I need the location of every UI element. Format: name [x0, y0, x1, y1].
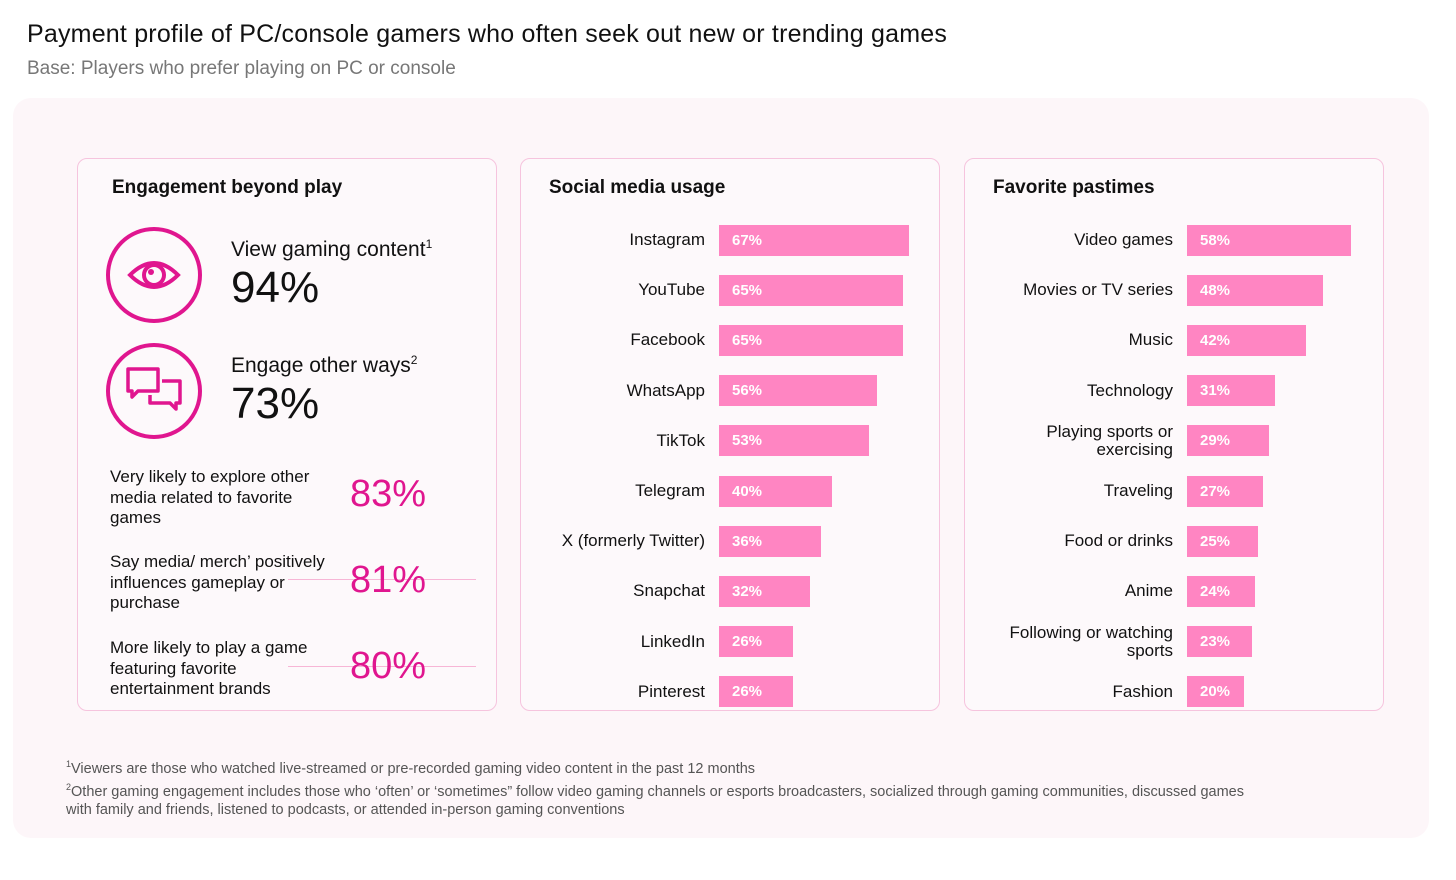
sub-stat-label: More likely to play a game featuring fav…: [110, 638, 308, 698]
footnote: 2Other gaming engagement includes those …: [66, 781, 1244, 818]
sub-stat-value: 80%: [349, 645, 427, 687]
bar-category-label: Snapchat: [633, 581, 705, 601]
stat-value: 94%: [231, 263, 320, 312]
bar: 20%: [1187, 676, 1244, 708]
bar-category-label: Movies or TV series: [1023, 280, 1173, 300]
stat-label: Engage other ways2: [231, 353, 418, 377]
chat-bubbles-icon: [106, 343, 202, 439]
bar-value-label: 65%: [732, 281, 763, 299]
bar: 27%: [1187, 475, 1264, 507]
eye-icon: [106, 227, 202, 323]
bar-category-label: Playing sports or exercising: [1046, 421, 1173, 459]
bar-value-label: 20%: [1200, 683, 1231, 701]
bar-category-label: LinkedIn: [640, 631, 705, 651]
bar: 26%: [719, 676, 793, 708]
bar: 65%: [719, 324, 903, 356]
bar: 24%: [1187, 575, 1255, 607]
bar: 32%: [719, 575, 810, 607]
stat-value: 73%: [231, 379, 320, 428]
card-title: Favorite pastimes: [993, 177, 1155, 198]
bar-value-label: 56%: [732, 382, 763, 400]
bar-category-label: TikTok: [656, 430, 706, 450]
bar: 36%: [719, 525, 821, 557]
bar-category-label: Following or watching sports: [1009, 622, 1173, 660]
bar: 53%: [719, 425, 869, 457]
bar-value-label: 31%: [1200, 382, 1231, 400]
bar-value-label: 29%: [1200, 432, 1231, 450]
bar: 65%: [719, 274, 903, 306]
card-title: Social media usage: [549, 177, 726, 198]
bar-value-label: 24%: [1200, 582, 1231, 600]
bar-value-label: 48%: [1200, 281, 1231, 299]
bar-value-label: 67%: [732, 231, 763, 249]
stat-label: View gaming content1: [231, 237, 433, 261]
bar: 48%: [1187, 274, 1323, 306]
bar: 26%: [719, 626, 793, 658]
bar-category-label: Pinterest: [637, 681, 705, 701]
bar: 40%: [719, 475, 833, 507]
page-subtitle: Base: Players who prefer playing on PC o…: [27, 58, 456, 79]
sub-stat-value: 81%: [349, 559, 427, 601]
divider: [288, 666, 476, 667]
sub-stat-value: 83%: [349, 473, 427, 515]
bar-category-label: Instagram: [629, 230, 705, 249]
bar-category-label: Anime: [1124, 581, 1173, 601]
bar-value-label: 42%: [1200, 331, 1231, 349]
bar: 56%: [719, 375, 878, 407]
bar-value-label: 40%: [732, 482, 763, 500]
bar-category-label: Traveling: [1103, 481, 1173, 500]
sub-stat-label: Say media/ merch’ positively influences …: [110, 552, 325, 612]
bar-value-label: 36%: [732, 532, 763, 550]
divider: [288, 579, 476, 580]
bar: 23%: [1187, 626, 1253, 658]
bar-value-label: 23%: [1200, 633, 1231, 651]
bar: 25%: [1187, 525, 1258, 557]
bar-value-label: 65%: [732, 331, 763, 349]
sub-stat-label: Very likely to explore other media relat…: [110, 467, 310, 527]
engagement-card: Engagement beyond play View gaming conte…: [77, 158, 497, 711]
bar: 31%: [1187, 375, 1275, 407]
bar-value-label: 26%: [732, 633, 763, 651]
page-title: Payment profile of PC/console gamers who…: [27, 20, 948, 48]
bar-value-label: 27%: [1200, 482, 1231, 500]
bar-category-label: Video games: [1074, 230, 1173, 249]
card-title: Engagement beyond play: [112, 177, 343, 198]
social-media-card: Social media usage Instagram 67% YouTube 65…: [520, 158, 940, 711]
bar-category-label: Technology: [1086, 380, 1173, 400]
bar-category-label: X (formerly Twitter): [561, 531, 705, 551]
bar: 42%: [1187, 324, 1306, 356]
pastimes-card: Favorite pastimes Video games 58% Movies o…: [964, 158, 1384, 711]
footnotes: 1Viewers are those who watched live-stre…: [66, 755, 1266, 819]
bar-category-label: Food or drinks: [1064, 531, 1173, 551]
bar-value-label: 53%: [732, 432, 763, 450]
footnote: 1Viewers are those who watched live-stre…: [66, 759, 756, 777]
bar-category-label: Facebook: [630, 330, 705, 350]
bar-value-label: 25%: [1200, 532, 1231, 550]
bar-value-label: 58%: [1200, 231, 1231, 249]
bar: 58%: [1187, 224, 1352, 256]
bar-category-label: WhatsApp: [626, 380, 705, 400]
bar: 67%: [719, 224, 909, 256]
bar-value-label: 26%: [732, 683, 763, 701]
bar-category-label: Music: [1128, 330, 1173, 350]
bar-category-label: YouTube: [638, 280, 705, 300]
bar-value-label: 32%: [732, 582, 763, 600]
bar: 29%: [1187, 425, 1270, 457]
bar-category-label: Telegram: [635, 481, 705, 500]
bar-category-label: Fashion: [1112, 681, 1173, 701]
